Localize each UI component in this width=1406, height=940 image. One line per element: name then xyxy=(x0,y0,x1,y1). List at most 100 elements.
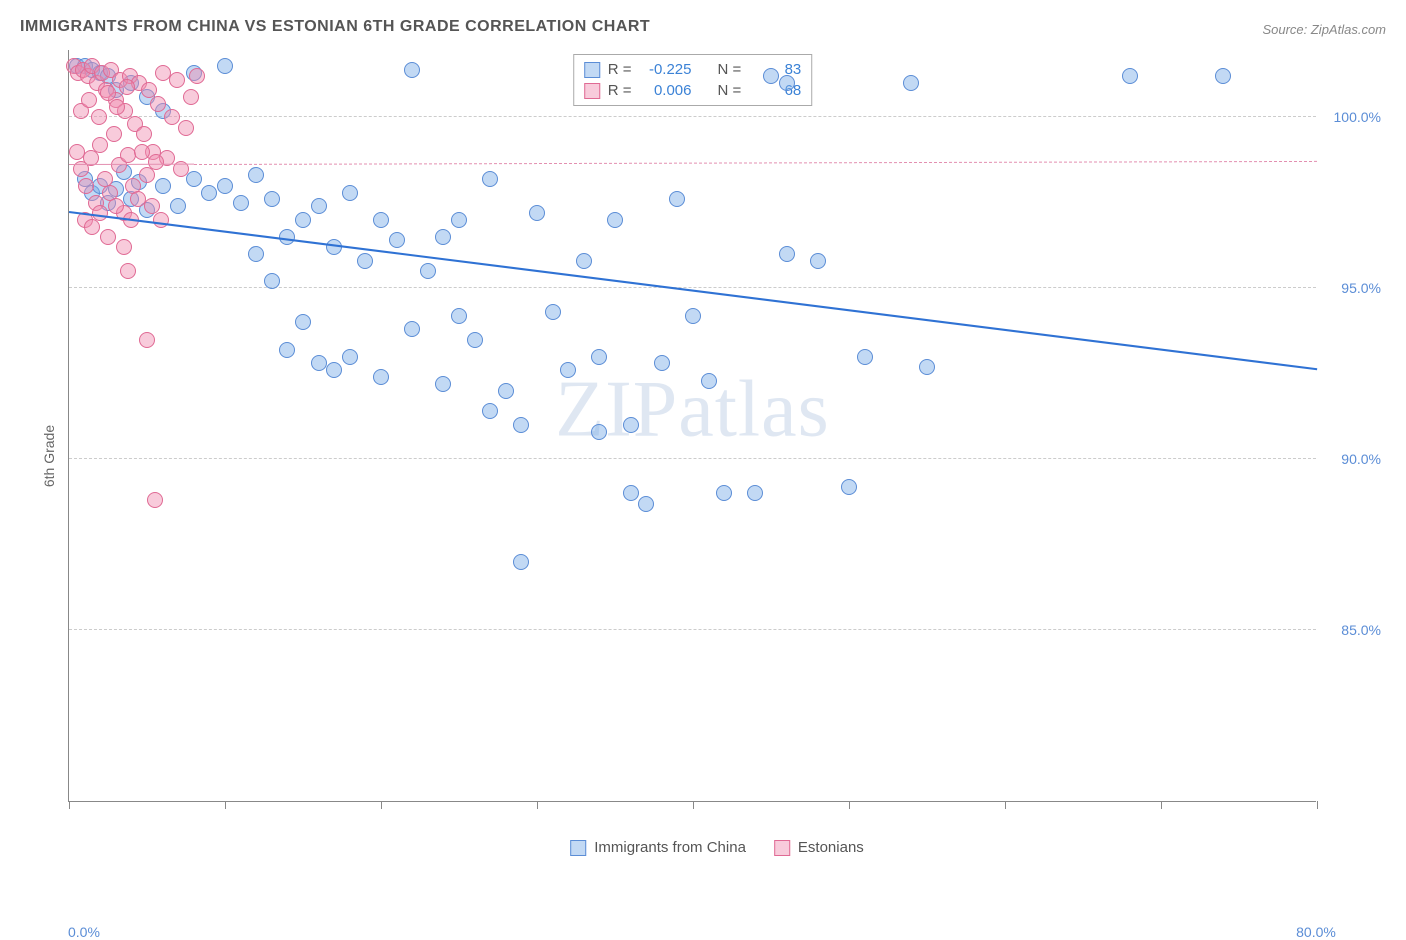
data-point xyxy=(685,308,701,324)
x-tick xyxy=(693,801,694,809)
data-point xyxy=(779,246,795,262)
data-point xyxy=(1122,68,1138,84)
legend-item: Estonians xyxy=(774,839,864,856)
data-point xyxy=(139,167,155,183)
data-point xyxy=(217,178,233,194)
data-point xyxy=(170,198,186,214)
data-point xyxy=(763,68,779,84)
data-point xyxy=(623,485,639,501)
data-point xyxy=(264,273,280,289)
data-point xyxy=(169,72,185,88)
y-axis-label: 6th Grade xyxy=(41,425,57,487)
watermark: ZIPatlas xyxy=(555,365,830,456)
gridline xyxy=(69,458,1316,459)
legend-label: Estonians xyxy=(798,839,864,856)
data-point xyxy=(654,355,670,371)
data-point xyxy=(217,58,233,74)
data-point xyxy=(120,263,136,279)
data-point xyxy=(451,212,467,228)
x-tick xyxy=(1161,801,1162,809)
data-point xyxy=(178,120,194,136)
n-label: N = xyxy=(718,61,742,78)
y-tick-label: 100.0% xyxy=(1334,109,1381,125)
data-point xyxy=(389,232,405,248)
trend-line xyxy=(69,211,1317,370)
data-point xyxy=(373,369,389,385)
data-point xyxy=(420,263,436,279)
x-tick xyxy=(69,801,70,809)
data-point xyxy=(201,185,217,201)
data-point xyxy=(248,246,264,262)
data-point xyxy=(295,314,311,330)
data-point xyxy=(779,75,795,91)
data-point xyxy=(148,154,164,170)
source-attribution: Source: ZipAtlas.com xyxy=(1262,22,1386,37)
data-point xyxy=(451,308,467,324)
x-axis-min-label: 0.0% xyxy=(68,924,100,940)
data-point xyxy=(91,109,107,125)
data-point xyxy=(591,424,607,440)
legend-swatch xyxy=(584,62,600,78)
y-tick-label: 95.0% xyxy=(1341,280,1381,296)
plot-area: ZIPatlas R =-0.225N =83R =0.006N =68 85.… xyxy=(68,50,1316,802)
r-label: R = xyxy=(608,61,632,78)
data-point xyxy=(342,185,358,201)
data-point xyxy=(545,304,561,320)
r-value: -0.225 xyxy=(640,61,692,78)
data-point xyxy=(810,253,826,269)
x-tick xyxy=(225,801,226,809)
legend-label: Immigrants from China xyxy=(594,839,746,856)
data-point xyxy=(164,109,180,125)
data-point xyxy=(116,239,132,255)
legend-swatch xyxy=(570,840,586,856)
data-point xyxy=(311,355,327,371)
r-value: 0.006 xyxy=(640,82,692,99)
data-point xyxy=(435,229,451,245)
data-point xyxy=(513,417,529,433)
data-point xyxy=(607,212,623,228)
data-point xyxy=(108,198,124,214)
trend-line xyxy=(194,161,1317,165)
data-point xyxy=(295,212,311,228)
gridline xyxy=(69,116,1316,117)
chart-container: 6th Grade ZIPatlas R =-0.225N =83R =0.00… xyxy=(48,50,1386,862)
data-point xyxy=(311,198,327,214)
data-point xyxy=(513,554,529,570)
data-point xyxy=(716,485,732,501)
data-point xyxy=(560,362,576,378)
data-point xyxy=(92,205,108,221)
y-tick-label: 90.0% xyxy=(1341,451,1381,467)
data-point xyxy=(139,332,155,348)
legend-swatch xyxy=(584,83,600,99)
n-label: N = xyxy=(718,82,742,99)
data-point xyxy=(119,79,135,95)
data-point xyxy=(100,229,116,245)
data-point xyxy=(747,485,763,501)
data-point xyxy=(623,417,639,433)
data-point xyxy=(84,219,100,235)
data-point xyxy=(482,171,498,187)
legend-item: Immigrants from China xyxy=(570,839,746,856)
data-point xyxy=(467,332,483,348)
data-point xyxy=(404,62,420,78)
data-point xyxy=(155,178,171,194)
data-point xyxy=(638,496,654,512)
data-point xyxy=(92,137,108,153)
data-point xyxy=(153,212,169,228)
data-point xyxy=(857,349,873,365)
data-point xyxy=(701,373,717,389)
data-point xyxy=(150,96,166,112)
data-point xyxy=(919,359,935,375)
data-point xyxy=(109,99,125,115)
chart-title: IMMIGRANTS FROM CHINA VS ESTONIAN 6TH GR… xyxy=(20,18,650,36)
data-point xyxy=(529,205,545,221)
data-point xyxy=(279,342,295,358)
x-tick xyxy=(849,801,850,809)
y-tick-label: 85.0% xyxy=(1341,622,1381,638)
data-point xyxy=(78,178,94,194)
data-point xyxy=(81,92,97,108)
data-point xyxy=(264,191,280,207)
r-label: R = xyxy=(608,82,632,99)
data-point xyxy=(147,492,163,508)
x-tick xyxy=(1005,801,1006,809)
